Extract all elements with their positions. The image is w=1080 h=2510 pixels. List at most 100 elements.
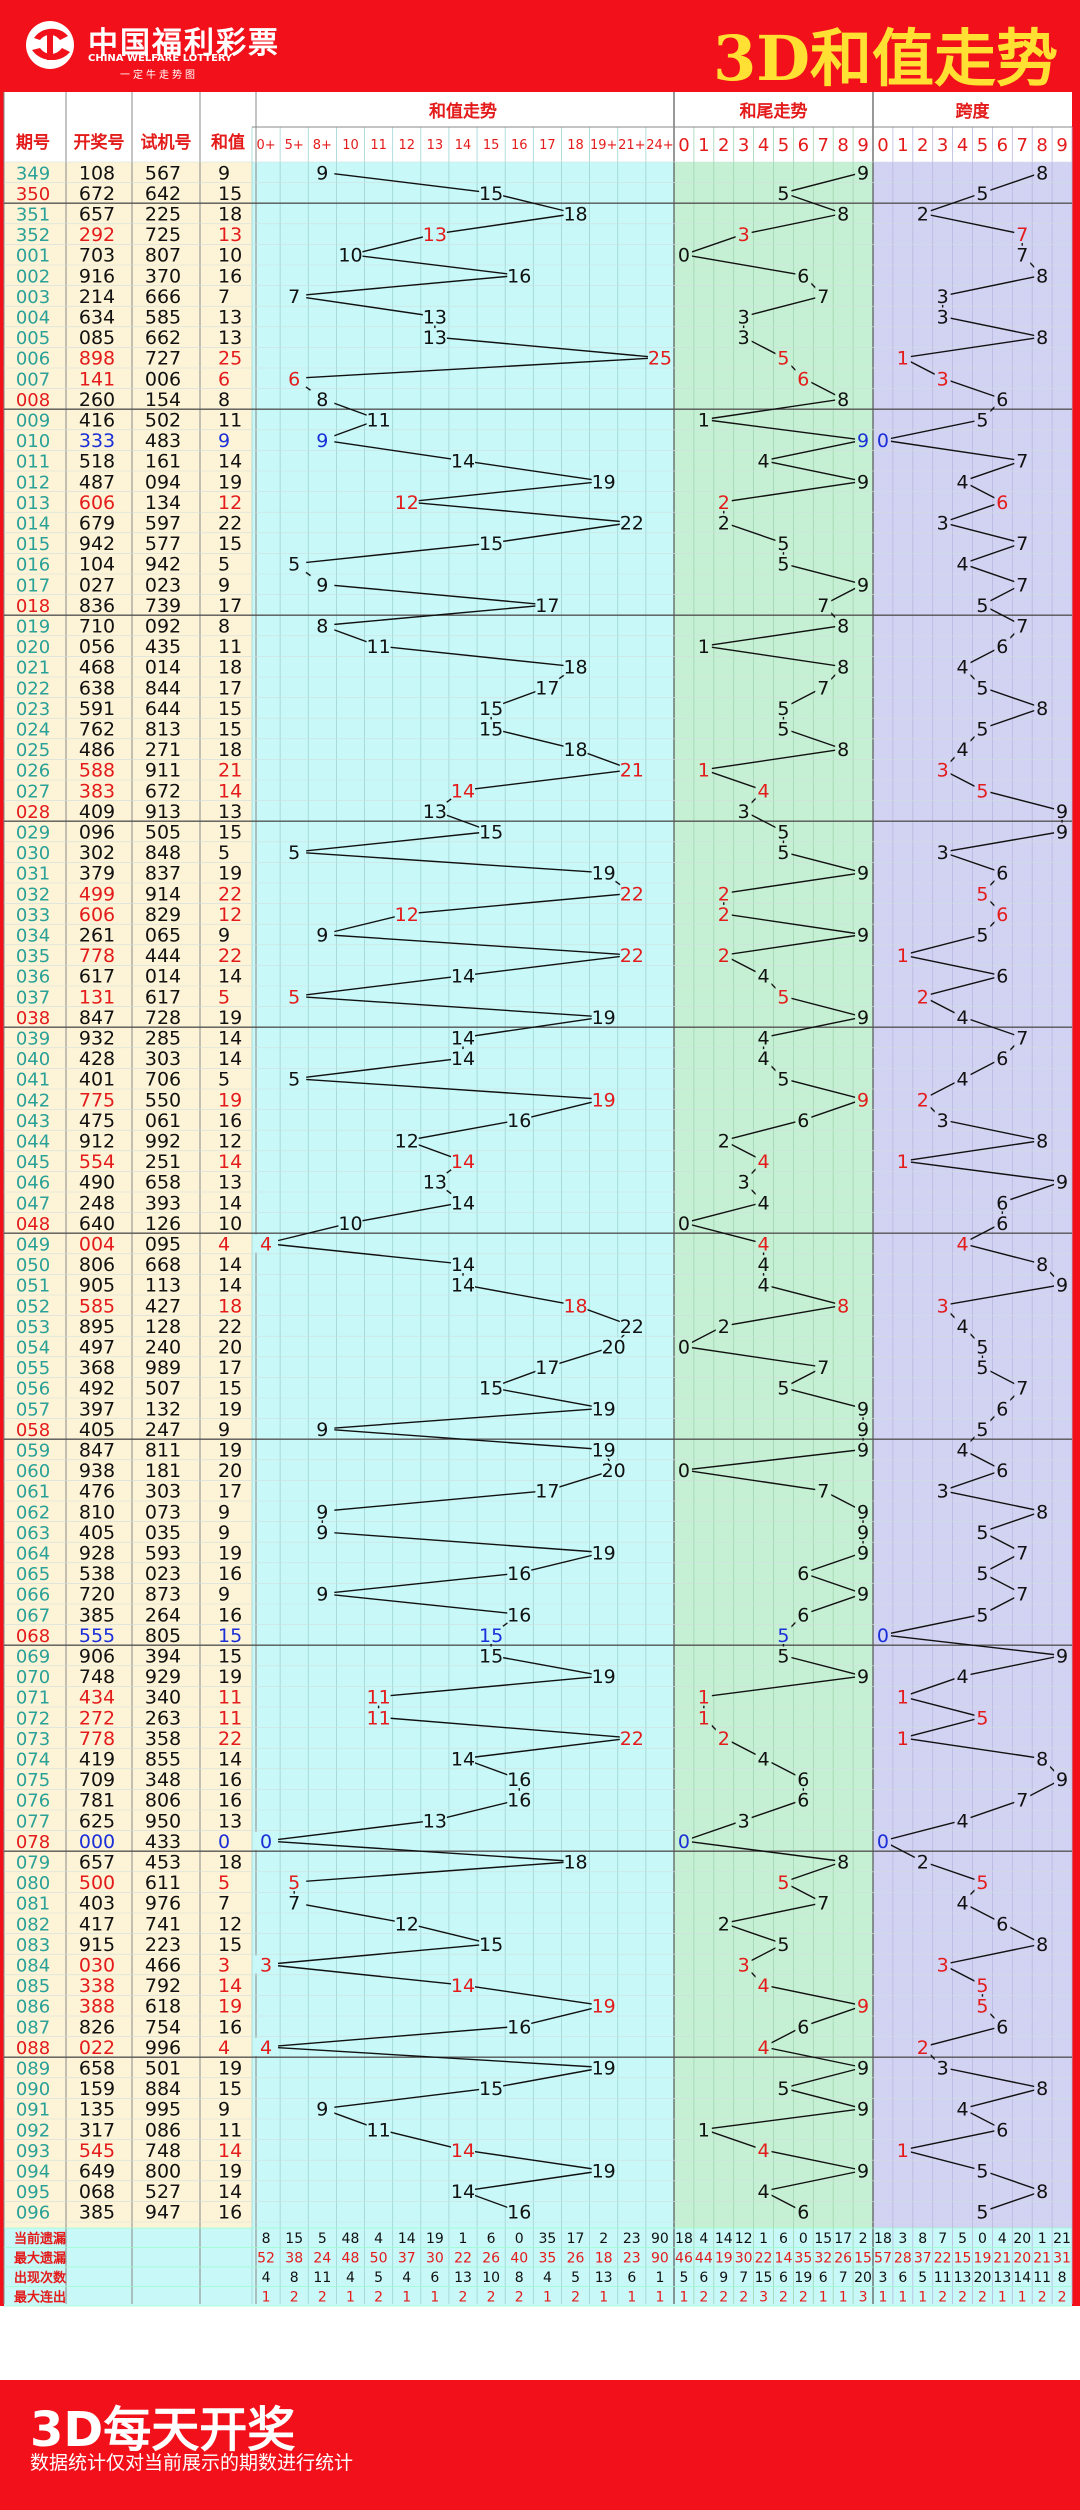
- test-number: 126: [145, 1213, 181, 1235]
- span-marker-bg: [894, 946, 911, 965]
- tail-marker-bg: [855, 163, 872, 182]
- stat-label: 最大遗漏: [14, 2250, 66, 2266]
- period-number: 022: [16, 678, 50, 699]
- draw-number: 338: [79, 1975, 115, 1997]
- tail-trend-marker: 5: [777, 1625, 789, 1647]
- span-marker-bg: [974, 1873, 991, 1892]
- span-trend-marker: 5: [976, 925, 988, 947]
- sum-trend-marker: 15: [479, 533, 503, 555]
- tail-digit-label: 0: [678, 135, 689, 156]
- tail-marker-bg: [835, 1296, 852, 1315]
- draw-number: 806: [79, 1254, 115, 1276]
- test-number: 725: [145, 224, 181, 246]
- sum-value: 15: [218, 719, 242, 741]
- tail-trend-marker: 5: [777, 1872, 789, 1894]
- sum-value: 10: [218, 1213, 242, 1235]
- sum-marker-bg: [619, 513, 644, 532]
- stat-tail-value: 6: [819, 2270, 828, 2286]
- draw-number: 679: [79, 513, 115, 535]
- sum-marker-bg: [282, 554, 307, 573]
- span-marker-bg: [914, 1852, 931, 1871]
- tail-trend-marker: 3: [738, 1172, 750, 1194]
- sum-marker-bg: [451, 1028, 475, 1047]
- tail-marker-bg: [775, 534, 792, 553]
- span-trend-marker: 3: [937, 842, 949, 864]
- span-trend-marker: 8: [1036, 698, 1048, 720]
- stat-sum-value: 4: [346, 2270, 355, 2286]
- tail-trend-marker: 7: [817, 677, 829, 699]
- tail-marker-bg: [775, 822, 792, 841]
- column-header-test: 试机号: [141, 132, 192, 153]
- stat-tail-value: 7: [739, 2270, 748, 2286]
- span-trend-line: [881, 171, 1064, 2213]
- span-marker-bg: [1034, 328, 1051, 347]
- stat-sum-value: 35: [538, 2231, 556, 2247]
- tail-marker-bg: [675, 1831, 692, 1850]
- sum-marker-bg: [451, 1976, 475, 1995]
- sum-trend-marker: 5: [288, 554, 300, 576]
- tail-trend-marker: 2: [718, 904, 730, 926]
- test-number: 181: [145, 1460, 181, 1482]
- sum-trend-marker: 14: [451, 2181, 475, 2203]
- tail-marker-bg: [795, 369, 812, 388]
- stat-sum-value: 10: [482, 2270, 500, 2286]
- stat-sum-value: 2: [318, 2289, 327, 2305]
- span-trend-marker: 6: [996, 2016, 1008, 2038]
- sum-trend-marker: 14: [451, 1254, 475, 1276]
- tail-trend-marker: 5: [777, 698, 789, 720]
- draw-number: 030: [79, 1955, 115, 1977]
- test-number: 706: [145, 1069, 181, 1091]
- tail-trend-marker: 8: [837, 204, 849, 226]
- sum-bin-label: 19+: [590, 138, 617, 153]
- stat-span-value: 21: [1033, 2250, 1051, 2266]
- sum-trend-marker: 15: [479, 2078, 503, 2100]
- stat-tail-value: 7: [839, 2270, 848, 2286]
- span-marker-bg: [994, 492, 1011, 511]
- sum-trend-marker: 7: [288, 1893, 300, 1915]
- span-trend-marker: 0: [877, 1625, 889, 1647]
- sum-trend-marker: 13: [423, 1172, 447, 1194]
- tail-trend-marker: 4: [758, 451, 770, 473]
- tail-digit-label: 4: [758, 135, 769, 156]
- draw-number: 214: [79, 286, 115, 308]
- test-number: 014: [145, 966, 181, 988]
- span-trend-marker: 8: [1036, 2078, 1048, 2100]
- sum-marker-bg: [563, 657, 588, 676]
- tail-trend-marker: 2: [718, 945, 730, 967]
- test-number: 567: [145, 162, 181, 184]
- span-trend-marker: 7: [1016, 1790, 1028, 1812]
- sum-marker-bg: [507, 2202, 532, 2221]
- period-number: 036: [16, 967, 50, 988]
- sum-value: 15: [218, 183, 242, 205]
- sum-marker-bg: [451, 966, 475, 985]
- test-number: 792: [145, 1975, 181, 1997]
- period-number: 091: [16, 2100, 50, 2121]
- period-number: 032: [16, 884, 50, 905]
- tail-marker-bg: [795, 1770, 812, 1789]
- tail-marker-bg: [735, 1955, 752, 1974]
- tail-trend-marker: 9: [857, 1007, 869, 1029]
- tail-marker-bg: [775, 1378, 792, 1397]
- period-number: 054: [16, 1338, 50, 1359]
- sum-trend-marker: 19: [592, 1440, 616, 1462]
- span-marker-bg: [974, 781, 991, 800]
- sum-marker-bg: [366, 637, 391, 656]
- span-marker-bg: [994, 389, 1011, 408]
- period-number: 083: [16, 1935, 50, 1956]
- stat-span-value: 37: [914, 2250, 932, 2266]
- test-number: 806: [145, 1790, 181, 1812]
- sum-marker-bg: [366, 1708, 391, 1727]
- test-number: 394: [145, 1646, 181, 1668]
- stat-sum-value: 30: [426, 2250, 444, 2266]
- tail-trend-marker: 2: [718, 883, 730, 905]
- sum-marker-bg: [563, 204, 588, 223]
- tail-trend-marker: 6: [797, 1110, 809, 1132]
- span-marker-bg: [934, 1296, 951, 1315]
- sum-value: 21: [218, 760, 242, 782]
- stat-span-value: 21: [1053, 2231, 1071, 2247]
- period-number: 033: [16, 905, 50, 926]
- period-number: 073: [16, 1729, 50, 1750]
- span-trend-marker: 7: [1016, 245, 1028, 267]
- sum-value: 19: [218, 1398, 242, 1420]
- stat-sum-value: 5: [374, 2270, 383, 2286]
